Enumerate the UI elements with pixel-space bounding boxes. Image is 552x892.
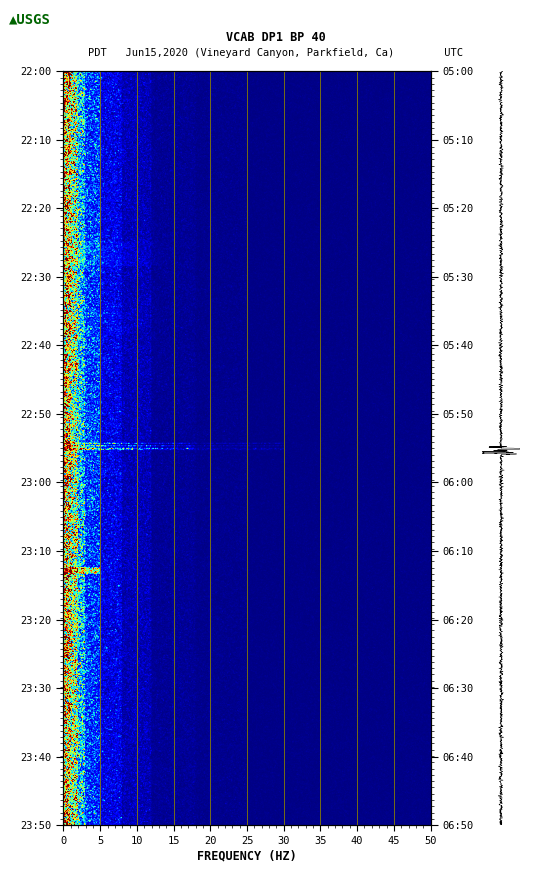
Text: ▲USGS: ▲USGS [9,12,51,26]
X-axis label: FREQUENCY (HZ): FREQUENCY (HZ) [197,850,297,863]
Text: PDT   Jun15,2020 (Vineyard Canyon, Parkfield, Ca)        UTC: PDT Jun15,2020 (Vineyard Canyon, Parkfie… [88,48,464,58]
Text: VCAB DP1 BP 40: VCAB DP1 BP 40 [226,31,326,45]
